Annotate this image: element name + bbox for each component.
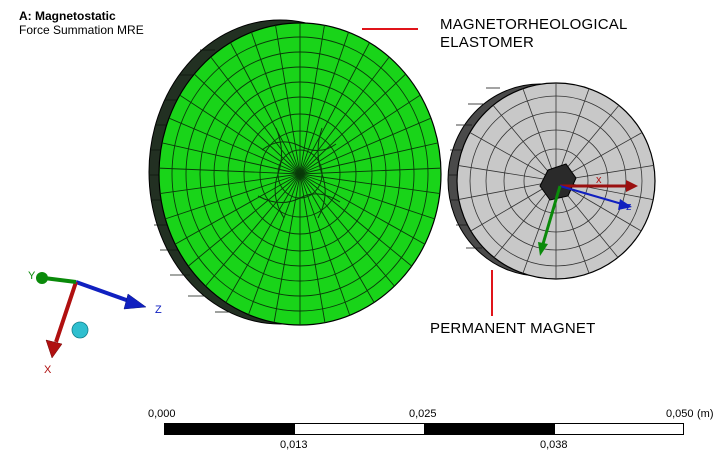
magnet-callout-leader: [491, 270, 493, 316]
local-x-label: x: [596, 174, 602, 186]
local-z-label: z: [626, 201, 632, 213]
mre-mesh: [159, 23, 441, 325]
scale-tick-0: 0,000: [148, 408, 176, 420]
result-name: Force Summation MRE: [19, 23, 144, 37]
mre-disk[interactable]: [148, 19, 444, 328]
analysis-title: A: Magnetostatic: [19, 9, 116, 23]
analysis-title-block: A: Magnetostatic Force Summation MRE: [19, 9, 144, 37]
triad-x-label: X: [44, 364, 52, 376]
triad-y-label: Y: [28, 270, 36, 282]
scale-segment-3: [424, 423, 555, 435]
magnet-callout-label: PERMANENT MAGNET: [430, 320, 596, 337]
triad-z-label: Z: [155, 304, 162, 316]
mre-callout-label: MAGNETORHEOLOGICAL ELASTOMER: [440, 16, 628, 52]
local-coordinate-system: x z: [538, 174, 638, 256]
scale-tick-025: 0,025: [409, 408, 437, 420]
scale-tick-013: 0,013: [280, 439, 308, 451]
magnet-center-hole: [539, 163, 577, 201]
mre-callout-line1: MAGNETORHEOLOGICAL: [440, 16, 628, 33]
scale-segment-1: [164, 423, 295, 435]
scale-tick-038: 0,038: [540, 439, 568, 451]
scale-segment-2: [294, 423, 425, 435]
scale-tick-050: 0,050: [666, 408, 694, 420]
global-axis-triad[interactable]: X Y Z: [28, 270, 162, 376]
scale-unit: (m): [697, 408, 714, 420]
mre-callout-line2: ELASTOMER: [440, 34, 535, 51]
magnet-disk[interactable]: x z: [447, 80, 656, 282]
scale-segment-4: [554, 423, 684, 435]
mre-callout-leader: [362, 28, 418, 30]
triad-origin-sphere: [71, 321, 89, 339]
